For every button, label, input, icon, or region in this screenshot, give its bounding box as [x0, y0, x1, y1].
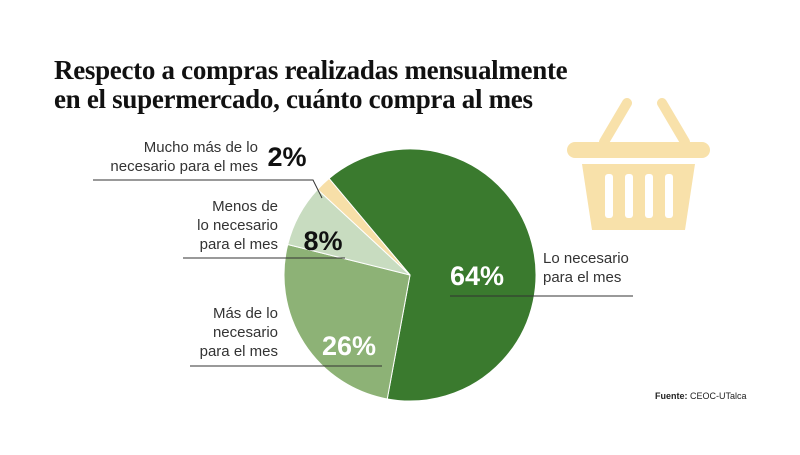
chart-title-line-1: Respecto a compras realizadas mensualmen…: [54, 55, 568, 85]
pie-slice-2: [283, 243, 411, 400]
slice-value-label-2: 26%: [322, 331, 376, 361]
leader-line-4: [93, 179, 323, 199]
source-note: Fuente: CEOC-UTalca: [655, 391, 747, 401]
chart-title: Respecto a compras realizadas mensualmen…: [54, 56, 694, 114]
slice-value-label-1: 64%: [450, 261, 504, 291]
source-label: Fuente:: [655, 391, 688, 401]
source-text: CEOC-UTalca: [690, 391, 747, 401]
slice-category-label-1: Lo necesario para el mes: [543, 250, 629, 286]
slice-category-label-4: Mucho más de lo necesario para el mes: [110, 139, 258, 175]
slice-value-label-4: 2%: [267, 142, 306, 172]
slice-category-label-3: Menos de lo necesario para el mes: [197, 198, 278, 253]
pie-slice-1: [328, 148, 537, 402]
slice-value-label-3: 8%: [303, 226, 342, 256]
chart-title-line-2: en el supermercado, cuánto compra al mes: [54, 84, 533, 114]
slice-category-label-2: Más de lo necesario para el mes: [200, 305, 278, 360]
shopping-basket-icon: [567, 98, 710, 230]
